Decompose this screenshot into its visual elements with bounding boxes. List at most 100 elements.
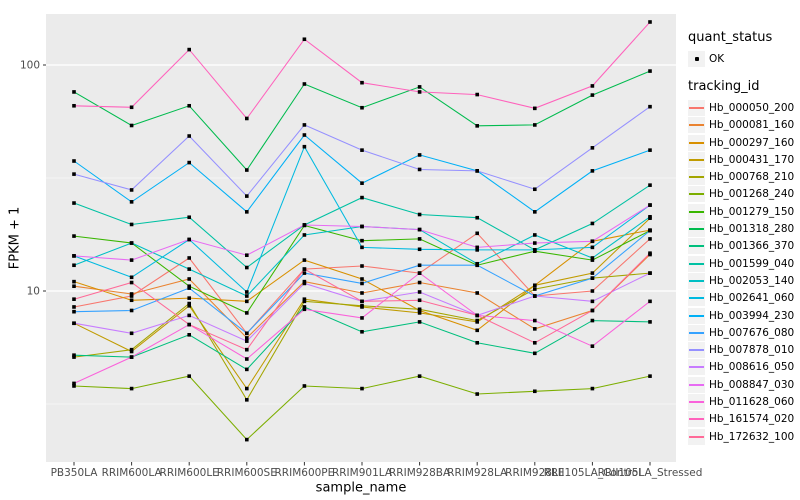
data-point (360, 304, 364, 308)
data-point (72, 355, 76, 359)
legend-item-label: Hb_002053_140 (709, 274, 795, 287)
legend-item-Hb_007878_010: Hb_007878_010 (688, 341, 800, 359)
data-point (187, 374, 191, 378)
legend-item-label: Hb_008847_030 (709, 378, 795, 391)
data-point (590, 256, 595, 260)
line-swatch-icon (689, 210, 704, 213)
legend-item-label: Hb_172632_100 (709, 430, 795, 443)
data-point (302, 144, 307, 149)
data-point (245, 265, 249, 270)
line-swatch-icon (689, 314, 704, 317)
data-point (187, 313, 191, 318)
data-point (129, 298, 134, 303)
legend-key-swatch (688, 376, 705, 393)
data-point (360, 329, 364, 334)
data-point (475, 245, 479, 250)
data-point (245, 357, 249, 361)
data-point (302, 305, 307, 309)
data-point (72, 309, 76, 314)
legend-item-label: Hb_000081_160 (709, 119, 795, 132)
data-point (590, 146, 595, 150)
data-point (187, 301, 191, 306)
legend-key-swatch (688, 238, 705, 255)
data-point (648, 271, 652, 275)
data-point (302, 233, 307, 237)
legend-item-Hb_000431_170: Hb_000431_170 (688, 151, 800, 168)
data-point (245, 168, 249, 172)
data-point (187, 215, 191, 220)
data-point (245, 290, 249, 294)
data-point (533, 283, 537, 288)
data-point (417, 307, 422, 312)
data-point (245, 331, 249, 336)
x-tick-label: RRIM600LA (102, 467, 163, 479)
line-swatch-icon (689, 297, 704, 300)
legend-item-Hb_011628_060: Hb_011628_060 (688, 393, 800, 410)
legend-tracking-entries: Hb_000050_200 Hb_000081_160 Hb_000297_160 H… (688, 99, 800, 445)
data-point (129, 280, 134, 285)
legend-item-label: Hb_000431_170 (709, 153, 795, 166)
data-point (648, 237, 652, 241)
legend-item-label: Hb_001279_150 (709, 205, 795, 218)
legend-key-swatch (688, 221, 705, 238)
legend-item-label: Hb_001268_240 (709, 188, 795, 201)
legend-key-swatch (688, 186, 705, 203)
legend-key-swatch (688, 99, 705, 116)
data-point (129, 349, 134, 354)
data-point (533, 389, 537, 394)
data-point (72, 321, 76, 326)
data-point (129, 386, 134, 391)
data-point (360, 291, 364, 295)
data-point (245, 194, 249, 198)
data-point (129, 105, 134, 110)
data-point (475, 248, 479, 252)
data-point (129, 275, 134, 280)
data-point (187, 277, 191, 281)
legend-item-label: Hb_003994_230 (709, 309, 795, 322)
data-point (533, 241, 537, 245)
data-point (360, 105, 364, 110)
legend-key-swatch (688, 117, 705, 134)
data-point (417, 263, 422, 268)
data-point (417, 290, 422, 294)
line-swatch-icon (689, 279, 704, 282)
data-point (245, 210, 249, 214)
data-point (590, 169, 595, 173)
legend-key-swatch (688, 359, 705, 376)
data-point (72, 381, 76, 386)
legend-key-swatch (688, 151, 705, 168)
data-point (187, 286, 191, 290)
line-swatch-icon (689, 331, 704, 334)
legend-item-label: OK (709, 52, 725, 65)
data-point (648, 320, 652, 324)
data-point (533, 248, 537, 252)
data-point (129, 292, 134, 296)
data-point (417, 167, 422, 172)
legend-item-Hb_000768_210: Hb_000768_210 (688, 168, 800, 186)
data-point (475, 169, 479, 173)
x-tick-label: RRIM928LE (505, 467, 564, 479)
data-point (129, 241, 134, 245)
data-point (360, 245, 364, 250)
line-swatch-icon (689, 435, 704, 438)
data-point (187, 134, 191, 138)
legend-item-Hb_001318_280: Hb_001318_280 (688, 220, 800, 238)
y-tick-label: 100 (20, 60, 40, 72)
data-point (533, 318, 537, 323)
data-point (475, 263, 479, 268)
data-point (72, 384, 76, 388)
x-tick-label: RRIM600SE (217, 467, 277, 479)
data-point (72, 284, 76, 289)
x-tick-label: RRIM600PE (275, 467, 335, 479)
legend-item-Hb_001279_150: Hb_001279_150 (688, 203, 800, 220)
data-point (648, 148, 652, 152)
data-point (590, 258, 595, 262)
legend-item-label: Hb_000050_200 (709, 101, 795, 114)
data-point (302, 307, 307, 312)
legend-quant-status-title: quant_status (688, 30, 773, 45)
data-point (72, 234, 76, 238)
data-point (590, 221, 595, 226)
legend-item-label: Hb_008616_050 (709, 361, 795, 374)
data-point (302, 267, 307, 271)
x-tick-label: RRIM928BA (389, 467, 451, 479)
